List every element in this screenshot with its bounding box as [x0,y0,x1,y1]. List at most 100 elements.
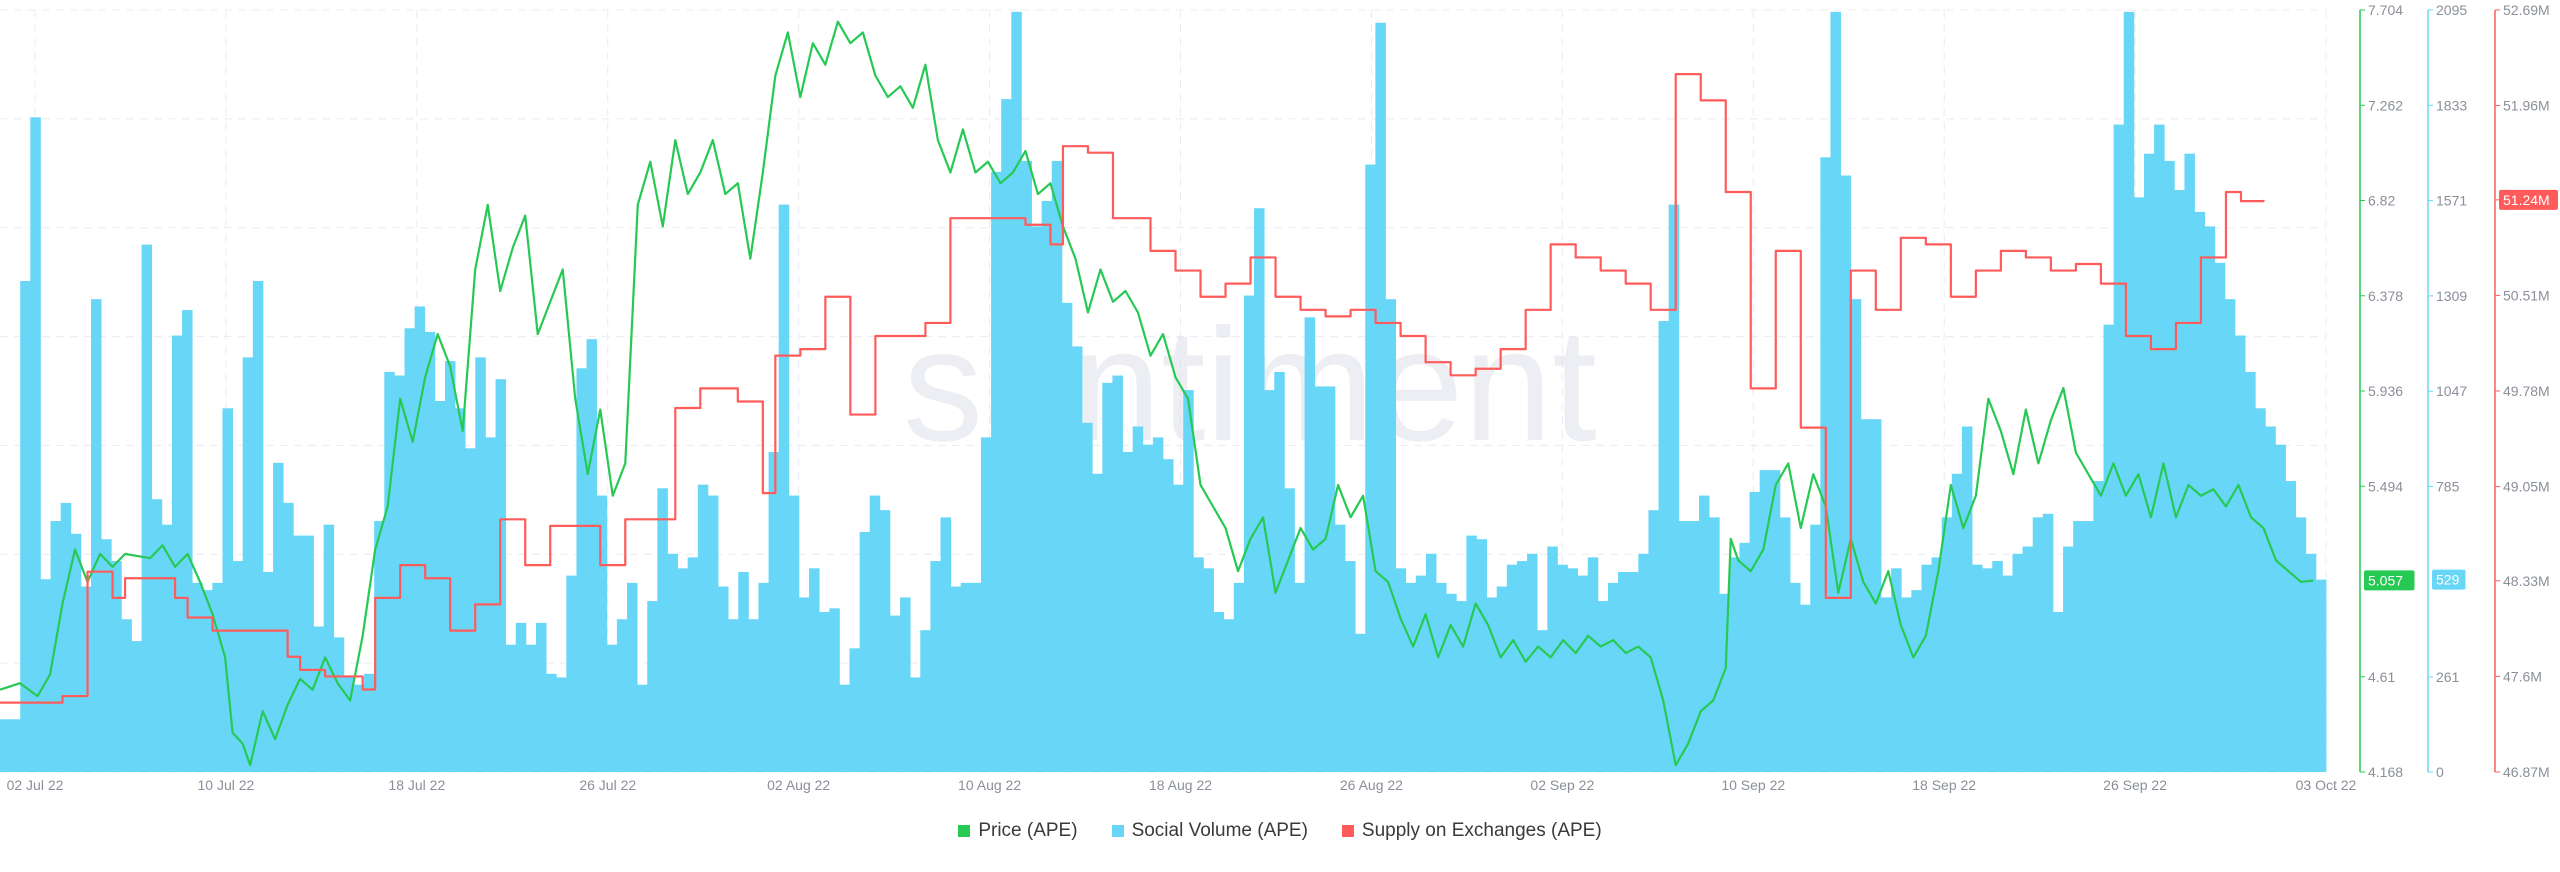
social-volume-bar [242,357,254,772]
legend-item-social[interactable]: Social Volume (APE) [1111,820,1308,842]
social-volume-bar [1941,517,1953,772]
x-tick-label: 10 Sep 22 [1721,777,1785,793]
social-volume-bar [819,611,830,772]
social-volume-bar [2093,481,2104,772]
social-volume-bar [2002,575,2013,772]
social-volume-bar [1759,470,1771,772]
social-axis-tick-label: 785 [2436,478,2460,494]
social-volume-bar [839,684,850,772]
supply-current-label: 51.24M [2503,192,2550,208]
social-axis-tick-label: 1047 [2436,383,2467,399]
social-volume-bar [2224,299,2236,772]
social-volume-bar [414,306,426,772]
social-volume-bar [930,561,941,772]
social-volume-bar [2245,371,2256,772]
social-volume-bar [20,280,31,772]
social-volume-bar [920,630,931,772]
social-volume-bar [2255,408,2266,772]
supply-axis-tick-label: 50.51M [2503,287,2550,303]
social-volume-bar [1739,542,1750,772]
social-volume-bar [1678,521,1690,772]
social-volume-bar [293,535,304,772]
social-volume-bar [758,582,769,772]
social-volume-bar [1830,11,1841,773]
social-volume-bar [1729,557,1740,772]
social-volume-bar [1547,546,1558,772]
legend-item-price[interactable]: Price (APE) [958,820,1078,842]
social-volume-bar [1446,593,1457,772]
social-volume-bar [222,408,233,772]
x-tick-label: 03 Oct 22 [2296,777,2357,793]
supply-axis-tick-label: 51.96M [2503,98,2550,114]
social-volume-bar [889,615,901,772]
social-volume-bar [111,561,122,772]
social-volume-bar [1233,582,1245,772]
social-volume-bar [535,622,547,772]
social-volume-bar [252,280,264,772]
social-volume-bar [404,328,416,772]
social-volume-bar [1709,517,1720,772]
social-volume-bar [677,568,689,772]
supply-axis-tick-label: 49.05M [2503,479,2550,495]
social-volume-bar [738,571,749,772]
social-volume-bar [2275,444,2286,772]
social-volume-bar [1527,553,1538,772]
social-volume-bar [657,488,668,772]
legend: Price (APE) Social Volume (APE) Supply o… [0,820,2560,842]
social-volume-bar [1719,593,1730,772]
social-volume-bar [141,244,153,772]
social-volume-bar [637,684,648,772]
social-volume-bar [1213,611,1225,772]
social-volume-bar [1749,491,1761,772]
social-volume-bar [2073,521,2084,772]
social-volume-bar [2154,124,2165,772]
social-volume-bar [1102,382,1113,772]
social-volume-bar [1243,295,1255,772]
social-current-badge [2432,569,2466,590]
price-current-badge [2364,570,2415,591]
social-volume-bar [879,510,891,772]
social-volume-bar [1567,568,1579,772]
social-volume-bar [940,517,952,772]
social-volume-bar [121,619,132,772]
social-volume-bar [2174,190,2185,772]
social-swatch-icon [1111,825,1124,837]
social-volume-bar [273,462,284,772]
social-volume-bar [1466,535,1477,772]
social-volume-bar [1901,597,1912,772]
social-volume-bar [556,677,567,772]
social-volume-bar [1436,582,1447,772]
x-tick-label: 10 Jul 22 [198,777,255,793]
x-tick-label: 18 Aug 22 [1149,777,1212,793]
social-volume-bar [1264,390,1275,772]
social-volume-bar [40,579,51,772]
supply-axis-tick-label: 47.6M [2503,668,2542,684]
social-volume-bar [2052,611,2064,772]
social-axis-tick-label: 2095 [2436,2,2467,18]
social-volume-bar [566,575,577,772]
social-volume-bar [1051,160,1063,772]
social-volume-bar [1415,575,1427,772]
x-tick-label: 26 Jul 22 [579,777,636,793]
social-volume-bar [161,524,173,772]
supply-line [0,73,2265,704]
legend-item-supply[interactable]: Supply on Exchanges (APE) [1341,820,1602,842]
social-volume-bar [1152,437,1164,772]
price-axis-tick-label: 5.494 [2368,478,2403,494]
social-volume-bar [616,619,628,772]
social-volume-bar [1324,386,1336,772]
social-volume-bar [1840,175,1852,773]
social-volume-bar [1254,208,1265,772]
social-volume-bar [2133,197,2145,772]
legend-social-label: Social Volume (APE) [1131,820,1308,841]
social-volume-bar [70,533,82,772]
social-volume-bar [1516,561,1528,772]
supply-axis-tick-label: 49.78M [2503,383,2550,399]
social-volume-bar [2113,124,2125,772]
social-volume-bar [182,310,193,772]
social-volume-bar [1142,444,1154,772]
social-volume-bar [1779,517,1791,772]
social-volume-bar [1618,571,1629,772]
social-volume-bar [2184,153,2195,772]
